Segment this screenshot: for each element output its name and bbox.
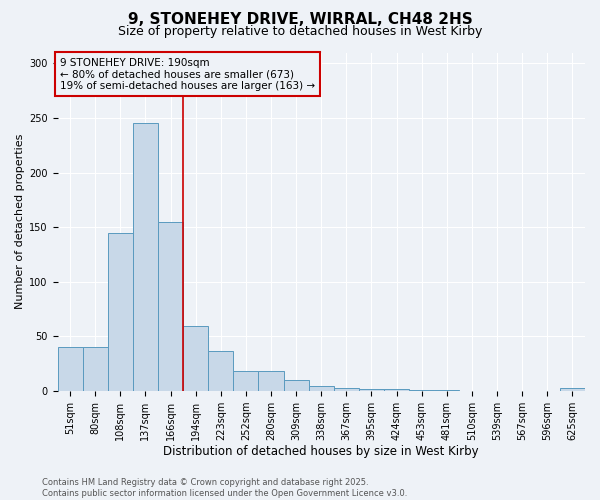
Bar	[259, 372, 284, 391]
Text: 9, STONEHEY DRIVE, WIRRAL, CH48 2HS: 9, STONEHEY DRIVE, WIRRAL, CH48 2HS	[128, 12, 472, 28]
Bar	[308, 386, 334, 391]
Bar	[208, 350, 233, 391]
Bar	[409, 390, 434, 391]
X-axis label: Distribution of detached houses by size in West Kirby: Distribution of detached houses by size …	[163, 444, 479, 458]
Text: 9 STONEHEY DRIVE: 190sqm
← 80% of detached houses are smaller (673)
19% of semi-: 9 STONEHEY DRIVE: 190sqm ← 80% of detach…	[60, 58, 315, 91]
Bar	[108, 232, 133, 391]
Bar	[133, 124, 158, 391]
Bar	[284, 380, 308, 391]
Text: Size of property relative to detached houses in West Kirby: Size of property relative to detached ho…	[118, 25, 482, 38]
Bar	[560, 388, 585, 391]
Bar	[83, 348, 108, 391]
Bar	[434, 390, 460, 391]
Text: Contains HM Land Registry data © Crown copyright and database right 2025.
Contai: Contains HM Land Registry data © Crown c…	[42, 478, 407, 498]
Y-axis label: Number of detached properties: Number of detached properties	[15, 134, 25, 310]
Bar	[58, 348, 83, 391]
Bar	[384, 389, 409, 391]
Bar	[334, 388, 359, 391]
Bar	[183, 326, 208, 391]
Bar	[233, 372, 259, 391]
Bar	[359, 389, 384, 391]
Bar	[158, 222, 183, 391]
